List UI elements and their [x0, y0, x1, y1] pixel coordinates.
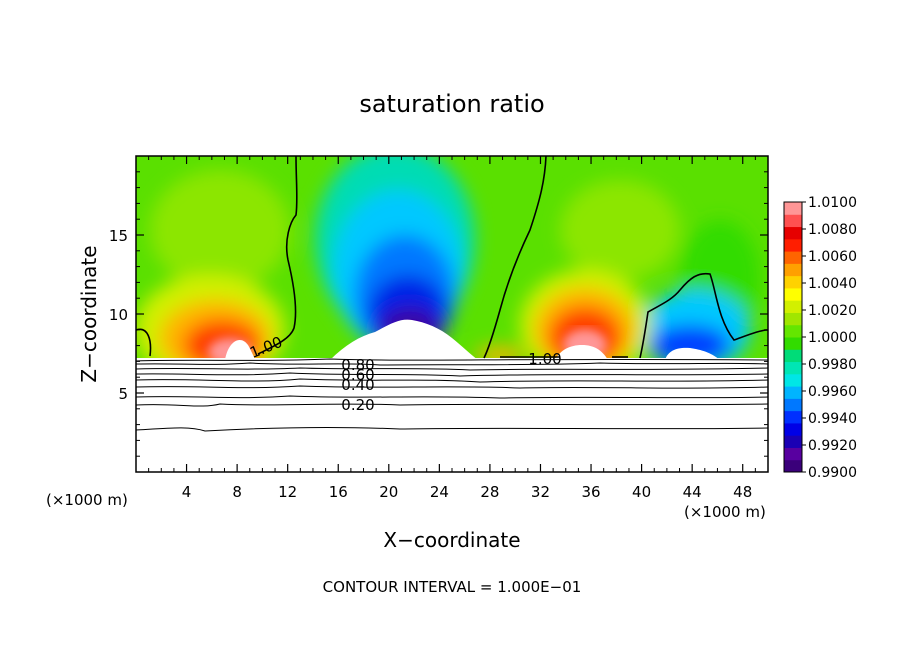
contour-label: 1.00	[528, 350, 561, 368]
colorbar-swatch	[784, 238, 802, 252]
chart-title: saturation ratio	[359, 90, 544, 118]
colorbar-swatch	[784, 214, 802, 228]
colorbar-swatch	[784, 287, 802, 301]
x-tick-label: 4	[182, 483, 192, 501]
y-axis-label: Z−coordinate	[77, 245, 101, 382]
heatmap-field	[136, 156, 768, 472]
colorbar-swatch	[784, 324, 802, 338]
x-tick-label: 32	[531, 483, 550, 501]
colorbar-swatch	[784, 263, 802, 277]
contour-label: 0.80	[341, 356, 374, 374]
colorbar-swatch	[784, 337, 802, 350]
colorbar-swatch	[784, 422, 802, 436]
y-tick-label: 5	[118, 385, 128, 403]
x-axis-label: X−coordinate	[383, 528, 520, 552]
y-tick-label: 15	[109, 227, 128, 245]
x-tick-label: 44	[683, 483, 702, 501]
x-tick-label: 12	[278, 483, 297, 501]
colorbar-label: 1.0020	[808, 303, 857, 319]
colorbar-swatch	[784, 226, 802, 240]
colorbar-label: 1.0000	[808, 330, 857, 346]
contour-label: 0.40	[341, 376, 374, 394]
colorbar-label: 1.0100	[808, 195, 857, 211]
x-tick-label: 16	[329, 483, 348, 501]
colorbar-label: 0.9920	[808, 438, 857, 454]
colorbar-label: 0.9900	[808, 465, 857, 481]
colorbar-swatch	[784, 410, 802, 424]
x-unit-left: (×1000 m)	[46, 491, 128, 509]
y-axis: 5 10 15	[109, 171, 768, 457]
cloud-core	[555, 345, 608, 360]
cloud-core	[225, 339, 256, 360]
cloud-core	[665, 347, 720, 360]
lower-region	[136, 358, 768, 472]
colorbar-swatch	[784, 349, 802, 363]
colorbar	[783, 201, 803, 473]
x-tick-label: 48	[733, 483, 752, 501]
colorbar-swatch	[784, 435, 802, 448]
colorbar-label: 1.0080	[808, 222, 857, 238]
contour-label: 0.60	[341, 366, 374, 384]
x-tick-label: 8	[232, 483, 242, 501]
colorbar-swatch	[784, 398, 802, 412]
x-tick-label: 24	[430, 483, 449, 501]
colorbar-label: 0.9940	[808, 411, 857, 427]
colorbar-label: 1.0040	[808, 276, 857, 292]
x-tick-label: 40	[632, 483, 651, 501]
contour-interval-note: CONTOUR INTERVAL = 1.000E−01	[323, 578, 582, 596]
colorbar-swatch	[784, 361, 802, 375]
colorbar-label: 1.0060	[808, 249, 857, 265]
colorbar-swatch	[784, 300, 802, 313]
colorbar-swatch	[784, 275, 802, 289]
contour-lines-upper	[136, 156, 768, 359]
colorbar-swatch	[784, 386, 802, 399]
x-axis: 4 8 12 16 20 24 28 32 36 40 44 48	[148, 156, 756, 501]
colorbar-swatch	[784, 373, 802, 387]
colorbar-labels: 0.9900 0.9920 0.9940 0.9960 0.9980 1.0000 1.00…	[802, 195, 857, 481]
y-tick-label: 10	[109, 306, 128, 324]
colorbar-swatch	[784, 447, 802, 461]
colorbar-label: 0.9980	[808, 357, 857, 373]
colorbar-swatch	[784, 251, 802, 264]
colorbar-swatch	[784, 312, 802, 326]
colorbar-label: 0.9960	[808, 384, 857, 400]
colorbar-swatch	[784, 202, 802, 215]
x-tick-label: 36	[581, 483, 600, 501]
contour-label: 0.20	[341, 396, 374, 414]
x-tick-label: 20	[379, 483, 398, 501]
x-tick-label: 28	[480, 483, 499, 501]
cloud-core	[330, 319, 478, 360]
colorbar-swatch	[784, 459, 802, 473]
contour-lines-lower	[136, 358, 768, 432]
x-unit-right: (×1000 m)	[684, 503, 766, 521]
